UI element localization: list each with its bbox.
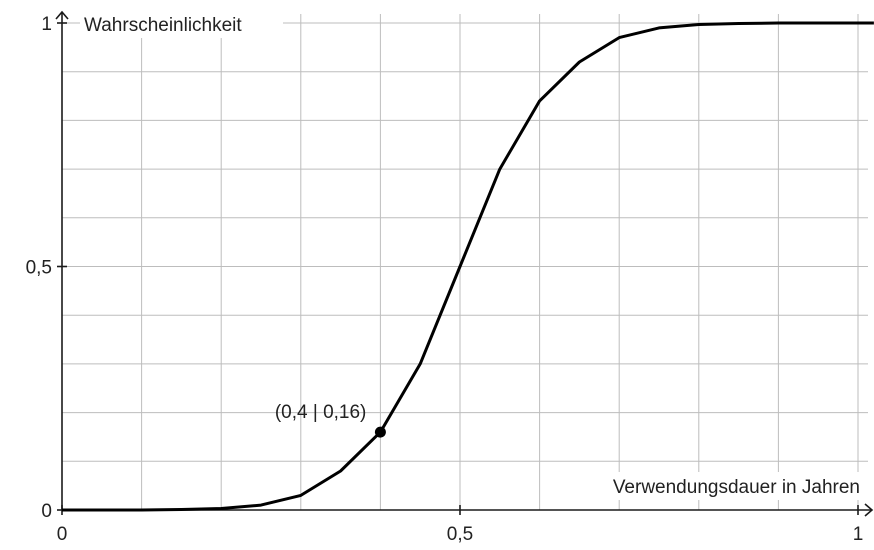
x-tick-label: 0,5 bbox=[447, 524, 473, 545]
y-tick-label: 1 bbox=[41, 14, 52, 35]
y-axis-title: Wahrscheinlichkeit bbox=[84, 15, 242, 36]
x-tick-label: 0 bbox=[57, 524, 68, 545]
highlight-point bbox=[374, 426, 386, 438]
y-axis-arrow bbox=[55, 10, 69, 20]
y-tick-label: 0 bbox=[41, 501, 52, 522]
x-tick-label: 1 bbox=[853, 524, 864, 545]
x-axis-arrow bbox=[864, 503, 874, 517]
axes bbox=[55, 10, 874, 517]
series-line bbox=[62, 21, 874, 512]
tick-labels: 0 0,5 1 0 0,5 1 bbox=[26, 14, 864, 545]
series-group bbox=[62, 21, 874, 512]
y-tick-label: 0,5 bbox=[26, 258, 52, 279]
ylabel-background bbox=[80, 12, 283, 38]
point-label: (0,4 | 0,16) bbox=[275, 402, 367, 423]
x-axis-title: Verwendungsdauer in Jahren bbox=[613, 477, 860, 498]
grid bbox=[62, 14, 868, 510]
annotated-points: (0,4 | 0,16) bbox=[275, 402, 386, 438]
xlabel-background bbox=[558, 472, 864, 500]
